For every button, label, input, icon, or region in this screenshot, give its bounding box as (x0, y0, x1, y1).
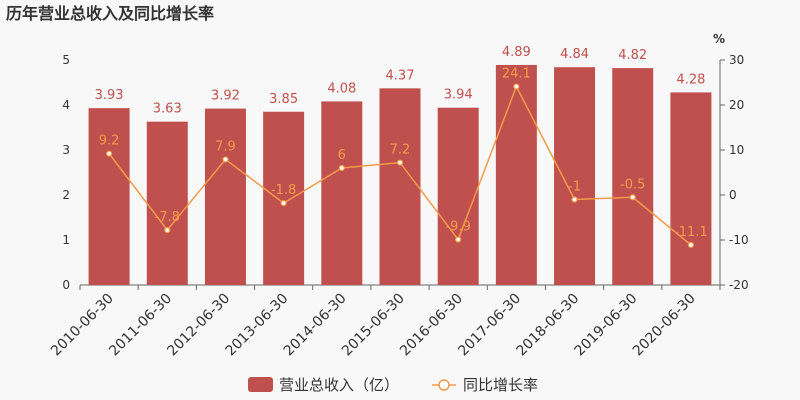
line-value-label: -7.8 (155, 210, 180, 225)
right-tick-label: -10 (729, 233, 749, 247)
line-point (687, 241, 695, 249)
bar-value-label: 3.92 (211, 89, 240, 104)
chart-title: 历年营业总收入及同比增长率 (6, 4, 214, 23)
line-point (222, 156, 229, 163)
bar (670, 92, 712, 286)
line-point (338, 164, 345, 172)
left-tick-label: 5 (62, 53, 70, 67)
left-tick-label: 3 (62, 143, 70, 157)
right-tick-label: -20 (729, 278, 749, 292)
line-value-label: -0.5 (620, 177, 645, 192)
line-point (164, 227, 171, 234)
x-axis-ticks: 2010-06-302011-06-302012-06-302013-06-30… (48, 285, 721, 360)
line-point (455, 236, 462, 243)
line-value-label: 7.9 (215, 139, 236, 154)
line-point (280, 200, 287, 207)
bar (321, 101, 363, 286)
bar (495, 64, 537, 285)
bar (263, 111, 305, 285)
left-tick-label: 2 (62, 188, 70, 202)
line-series: 9.2 -7.8 7.9 -1.8 6 7.2 -9.9 24.1 -1 -0.5 -11.1 (99, 67, 708, 249)
x-tick-label: 2020-06-30 (630, 291, 699, 360)
line-point (396, 159, 404, 166)
line-point (629, 194, 636, 201)
bar-value-label: 3.94 (444, 88, 473, 103)
bar (437, 107, 479, 285)
bar (379, 88, 421, 285)
left-tick-label: 0 (62, 278, 70, 292)
line-value-label: -9.9 (445, 220, 470, 235)
bar-value-label: 4.89 (502, 45, 531, 60)
legend[interactable]: 营业总收入（亿） 同比增长率 (248, 376, 538, 394)
right-tick-label: 30 (729, 53, 744, 67)
left-tick-label: 4 (62, 98, 70, 112)
bar-value-label: 4.84 (560, 47, 589, 62)
right-axis-unit: % (713, 32, 725, 46)
bar (554, 67, 596, 285)
left-axis-ticks: 0 1 2 3 4 5 (62, 53, 70, 292)
line-point (105, 150, 113, 157)
bar (612, 68, 654, 285)
legend-swatch-bar (248, 377, 273, 392)
line-value-label: 7.2 (390, 143, 411, 158)
left-tick-label: 1 (62, 233, 70, 247)
legend-label-revenue: 营业总收入（亿） (279, 376, 399, 394)
line-value-label: -1 (568, 180, 581, 195)
line-value-label: 6 (338, 148, 346, 163)
line-value-label: 24.1 (502, 67, 531, 82)
bar (204, 108, 246, 285)
right-axis-ticks: -20 -10 0 10 20 30 (720, 53, 749, 292)
line-value-label: -1.8 (271, 183, 296, 198)
right-tick-label: 0 (729, 188, 737, 202)
bar-value-label: 3.63 (153, 102, 182, 117)
bar-value-label: 4.28 (676, 72, 705, 87)
line-value-label: -11.1 (674, 225, 708, 240)
bar-value-label: 3.93 (95, 88, 124, 103)
line-point (571, 196, 578, 203)
legend-swatch-marker (438, 379, 450, 391)
bar (88, 108, 130, 286)
bar-value-label: 4.37 (386, 68, 415, 83)
legend-label-growth: 同比增长率 (463, 376, 538, 394)
line-value-label: 9.2 (99, 134, 120, 149)
right-tick-label: 20 (729, 98, 744, 112)
line-point (513, 83, 520, 90)
bar-series: 3.93 3.63 3.92 3.85 4.08 4.37 3.94 4.89 4.84 4.82… (88, 45, 712, 286)
bar-value-label: 4.08 (327, 81, 356, 96)
legend-item-growth[interactable]: 同比增长率 (432, 376, 538, 394)
right-tick-label: 10 (729, 143, 744, 157)
bar (146, 121, 188, 286)
bar-value-label: 3.85 (269, 92, 298, 107)
legend-item-revenue[interactable]: 营业总收入（亿） (248, 376, 399, 394)
bar-value-label: 4.82 (618, 48, 647, 63)
